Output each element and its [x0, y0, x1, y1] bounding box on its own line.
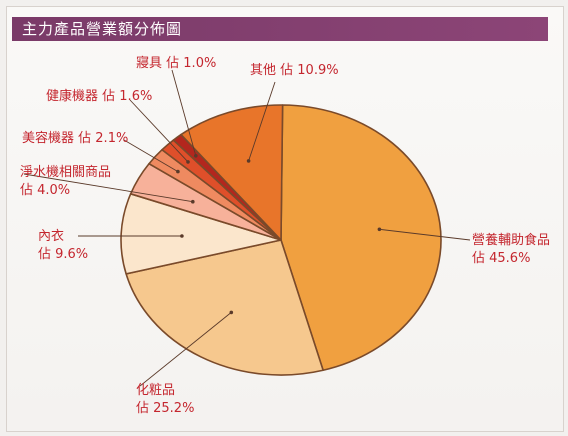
title-bar: 主力產品營業額分佈圖	[12, 17, 548, 41]
leader-dot-beauty-device	[176, 169, 180, 174]
label-beauty-device-value: 佔 2.1%	[78, 131, 129, 146]
label-other: 其他 佔 10.9%	[250, 62, 339, 80]
pie-slice-nutrition	[280, 104, 442, 372]
label-cosmetics: 化粧品 佔 25.2%	[136, 382, 194, 418]
label-cosmetics-name: 化粧品	[136, 383, 176, 398]
pie-slice-cosmetics	[125, 239, 324, 376]
chart-title: 主力產品營業額分佈圖	[22, 20, 183, 38]
leader-dot-health-device	[186, 160, 190, 164]
label-underwear-name: 內衣	[38, 229, 65, 244]
label-nutrition: 營養輔助食品 佔 45.6%	[472, 232, 550, 268]
label-bedding: 寢具 佔 1.0%	[136, 55, 216, 73]
label-other-name: 其他	[250, 63, 277, 78]
label-underwear-value: 佔 9.6%	[38, 247, 89, 262]
label-underwear: 內衣 佔 9.6%	[38, 228, 88, 264]
leader-line-water	[23, 173, 193, 203]
pie-slice-other	[180, 104, 284, 241]
label-health-device-name: 健康機器	[46, 89, 99, 104]
label-bedding-value: 佔 1.0%	[166, 56, 217, 71]
label-water: 淨水機相關商品 佔 4.0%	[20, 164, 111, 200]
leader-line-beauty-device	[123, 139, 179, 172]
label-water-name: 淨水機相關商品	[20, 165, 112, 180]
label-water-value: 佔 4.0%	[20, 183, 71, 198]
leader-line-bedding	[171, 69, 197, 156]
leader-dot-cosmetics	[229, 310, 234, 315]
leader-dot-water	[191, 199, 195, 204]
label-other-value: 佔 10.9%	[280, 63, 339, 78]
leader-line-health-device	[129, 99, 189, 163]
leader-dot-underwear	[180, 234, 184, 238]
leader-dot-other	[246, 159, 251, 163]
label-beauty-device: 美容機器 佔 2.1%	[22, 130, 128, 148]
label-beauty-device-name: 美容機器	[22, 131, 75, 146]
label-health-device-value: 佔 1.6%	[102, 89, 153, 104]
leader-line-cosmetics	[139, 312, 232, 387]
label-health-device: 健康機器 佔 1.6%	[46, 88, 152, 106]
leader-line-other	[248, 81, 276, 162]
leader-dot-nutrition	[377, 227, 382, 232]
leader-dot-bedding	[194, 154, 198, 158]
label-bedding-name: 寢具	[136, 56, 163, 71]
label-cosmetics-value: 佔 25.2%	[136, 401, 195, 416]
label-nutrition-name: 營養輔助食品	[472, 233, 551, 248]
pie-slice-underwear	[120, 193, 282, 275]
leader-line-nutrition	[379, 228, 471, 241]
label-nutrition-value: 佔 45.6%	[472, 251, 531, 266]
